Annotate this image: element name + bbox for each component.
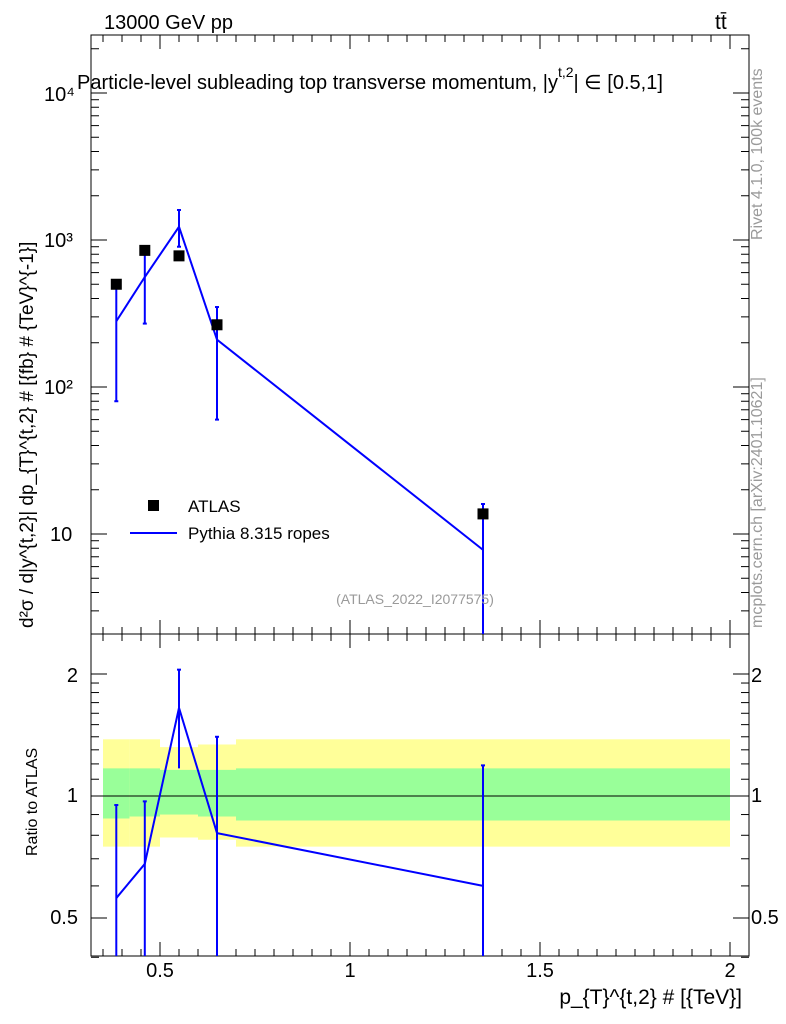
axis-ticks [91,35,749,958]
plot-title-sup: t,2 [558,64,574,80]
rivet-label: Rivet 4.1.0, 100k events [749,68,766,240]
y-axis-label-upper: d²σ / d|y^{t,2}| dp_{T}^{t,2} # [{fb} # … [17,242,38,628]
band-inner-2 [160,769,198,815]
data-point-3 [211,319,223,331]
xtick-label-1: 1 [344,960,355,982]
legend-mc-label: Pythia 8.315 ropes [188,524,330,543]
upper-plot-marks [110,208,489,634]
xtick-label-15: 1.5 [526,960,554,982]
data-point-2 [173,250,185,262]
upper-frame [90,34,750,635]
legend-data-label: ATLAS [188,497,241,516]
mc-line [115,224,484,551]
plot-title-tail: | ∈ [0.5,1] [574,72,663,94]
ratio-tick-label-2-right: 2 [751,665,762,687]
xtick-label-2: 2 [724,960,735,982]
x-axis-label: p_{T}^{t,2} # [{TeV}] [559,986,742,1009]
ytick-label-10: 10 [50,524,72,546]
data-point-0 [110,278,122,290]
data-point-1 [139,244,151,256]
xtick-label-05: 0.5 [146,960,174,982]
plot-title: Particle-level subleading top transverse… [77,64,663,94]
data-point-4 [477,508,489,520]
ytick-label-1000: 10³ [44,230,73,252]
ratio-tick-label-05: 0.5 [50,907,78,929]
process-label: tt̄ [715,11,727,34]
lower-frame [90,633,750,957]
legend-data-marker [148,500,159,511]
analysis-watermark: (ATLAS_2022_I2077575) [336,591,494,607]
ytick-label-10000: 10⁴ [44,84,75,106]
y-axis-label-lower: Ratio to ATLAS [24,748,41,856]
ratio-tick-label-05-right: 0.5 [751,907,779,929]
lower-plot-marks [114,668,485,956]
ratio-bands [103,739,730,847]
ytick-label-100: 10² [44,377,73,399]
plot-title-main: Particle-level subleading top transverse… [77,72,558,94]
energy-label: 13000 GeV pp [104,12,233,34]
mcplots-label: mcplots.cern.ch [arXiv:2401.10621] [749,377,766,628]
ratio-tick-label-1-right: 1 [751,785,762,807]
ratio-tick-label-2: 2 [67,665,78,687]
ratio-tick-label-1: 1 [67,785,78,807]
